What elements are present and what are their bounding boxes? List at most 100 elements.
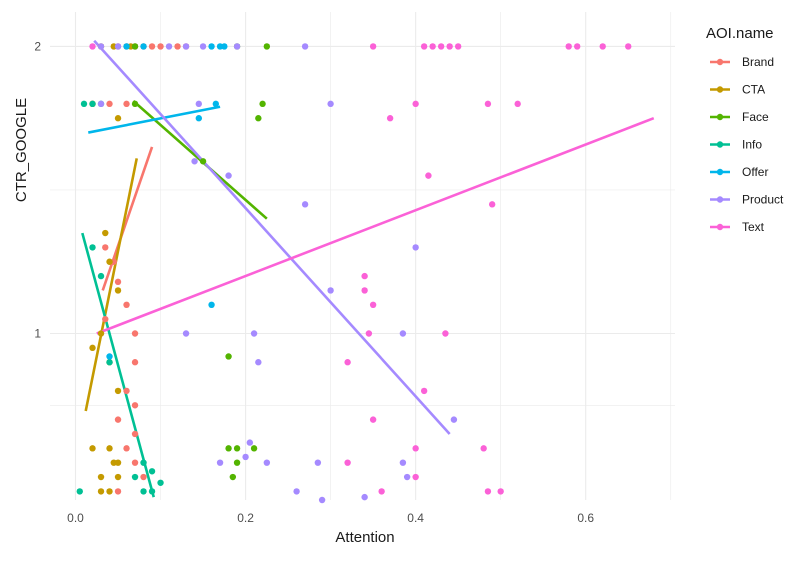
data-point (233, 459, 241, 466)
data-point (412, 473, 419, 481)
series-offer-points (106, 43, 228, 360)
data-point (131, 43, 139, 50)
legend-key-point (716, 168, 724, 176)
data-point (250, 330, 258, 337)
data-point (97, 272, 105, 280)
data-point (488, 201, 496, 208)
data-point (314, 459, 322, 466)
data-point (114, 416, 122, 423)
data-point (114, 43, 122, 50)
data-point (429, 43, 436, 50)
data-point (233, 43, 241, 50)
data-point (131, 330, 139, 337)
data-point (195, 100, 203, 108)
data-point (199, 43, 207, 50)
legend-item-cta: CTA (710, 83, 765, 97)
y-tick-label: 2 (34, 39, 41, 53)
data-point (106, 258, 113, 265)
data-point (106, 445, 113, 452)
data-point (97, 100, 105, 108)
data-point (140, 473, 147, 481)
data-point (221, 43, 228, 50)
data-point (361, 493, 368, 501)
series-product-points (97, 43, 458, 504)
legend-label: Face (742, 110, 769, 124)
y-tick-label: 1 (34, 327, 41, 341)
data-point (484, 100, 492, 108)
data-point (403, 473, 411, 481)
legend-key-point (716, 223, 724, 231)
data-point (255, 359, 262, 366)
data-point (140, 459, 147, 466)
data-point (625, 43, 632, 50)
data-point (293, 488, 300, 495)
legend-label: Brand (742, 55, 774, 69)
data-point (106, 359, 113, 366)
data-point (114, 387, 122, 395)
x-tick-label: 0.4 (407, 511, 424, 525)
y-axis-ticks: 12 (34, 39, 41, 340)
data-point (131, 459, 139, 466)
data-point (131, 402, 139, 409)
trend-line-product (93, 39, 451, 435)
data-point (123, 100, 130, 108)
data-point (259, 100, 266, 108)
data-point (97, 330, 105, 337)
data-point (191, 158, 198, 165)
trend-line-cta (84, 158, 139, 412)
series-info-points (76, 100, 164, 495)
data-point (123, 43, 130, 50)
legend-key-point (716, 58, 724, 66)
data-point (327, 287, 334, 294)
data-point (301, 201, 309, 208)
legend-item-offer: Offer (710, 165, 768, 179)
x-axis-ticks: 0.0 0.2 0.4 0.6 (67, 511, 594, 525)
trend-line-brand (101, 146, 154, 291)
data-point (80, 100, 88, 108)
data-point (242, 453, 249, 461)
data-point (425, 172, 432, 179)
x-tick-label: 0.2 (237, 511, 254, 525)
data-point (114, 278, 122, 286)
data-point (89, 43, 96, 50)
grid (50, 12, 675, 500)
data-point (89, 100, 96, 108)
data-point (420, 43, 428, 50)
data-point (263, 459, 271, 466)
data-point (123, 445, 130, 452)
legend-label: Text (742, 220, 765, 234)
data-point (225, 172, 232, 179)
data-point (369, 43, 377, 50)
data-point (131, 100, 139, 108)
data-point (318, 496, 326, 504)
legend-label: Product (742, 193, 784, 207)
data-point (255, 115, 262, 122)
data-point (89, 344, 96, 352)
series-cta-points (89, 43, 134, 495)
data-point (208, 301, 215, 308)
data-point (114, 287, 122, 294)
data-point (378, 488, 385, 495)
data-point (450, 416, 458, 423)
data-point (246, 439, 254, 446)
data-point (250, 445, 258, 452)
data-point (327, 100, 334, 108)
data-point (497, 488, 504, 495)
data-point (106, 100, 113, 108)
data-point (369, 416, 377, 423)
y-axis-title: CTR_GOOGLE (13, 98, 30, 202)
data-point (361, 272, 368, 280)
data-point (131, 430, 139, 438)
data-points (76, 43, 632, 504)
series-text-points (89, 43, 632, 495)
data-point (599, 43, 606, 50)
data-point (574, 43, 581, 50)
data-point (182, 330, 190, 337)
data-point (97, 473, 105, 481)
data-point (412, 244, 419, 251)
data-point (454, 43, 462, 50)
trend-lines (81, 39, 655, 498)
data-point (365, 330, 373, 337)
data-point (97, 43, 105, 50)
